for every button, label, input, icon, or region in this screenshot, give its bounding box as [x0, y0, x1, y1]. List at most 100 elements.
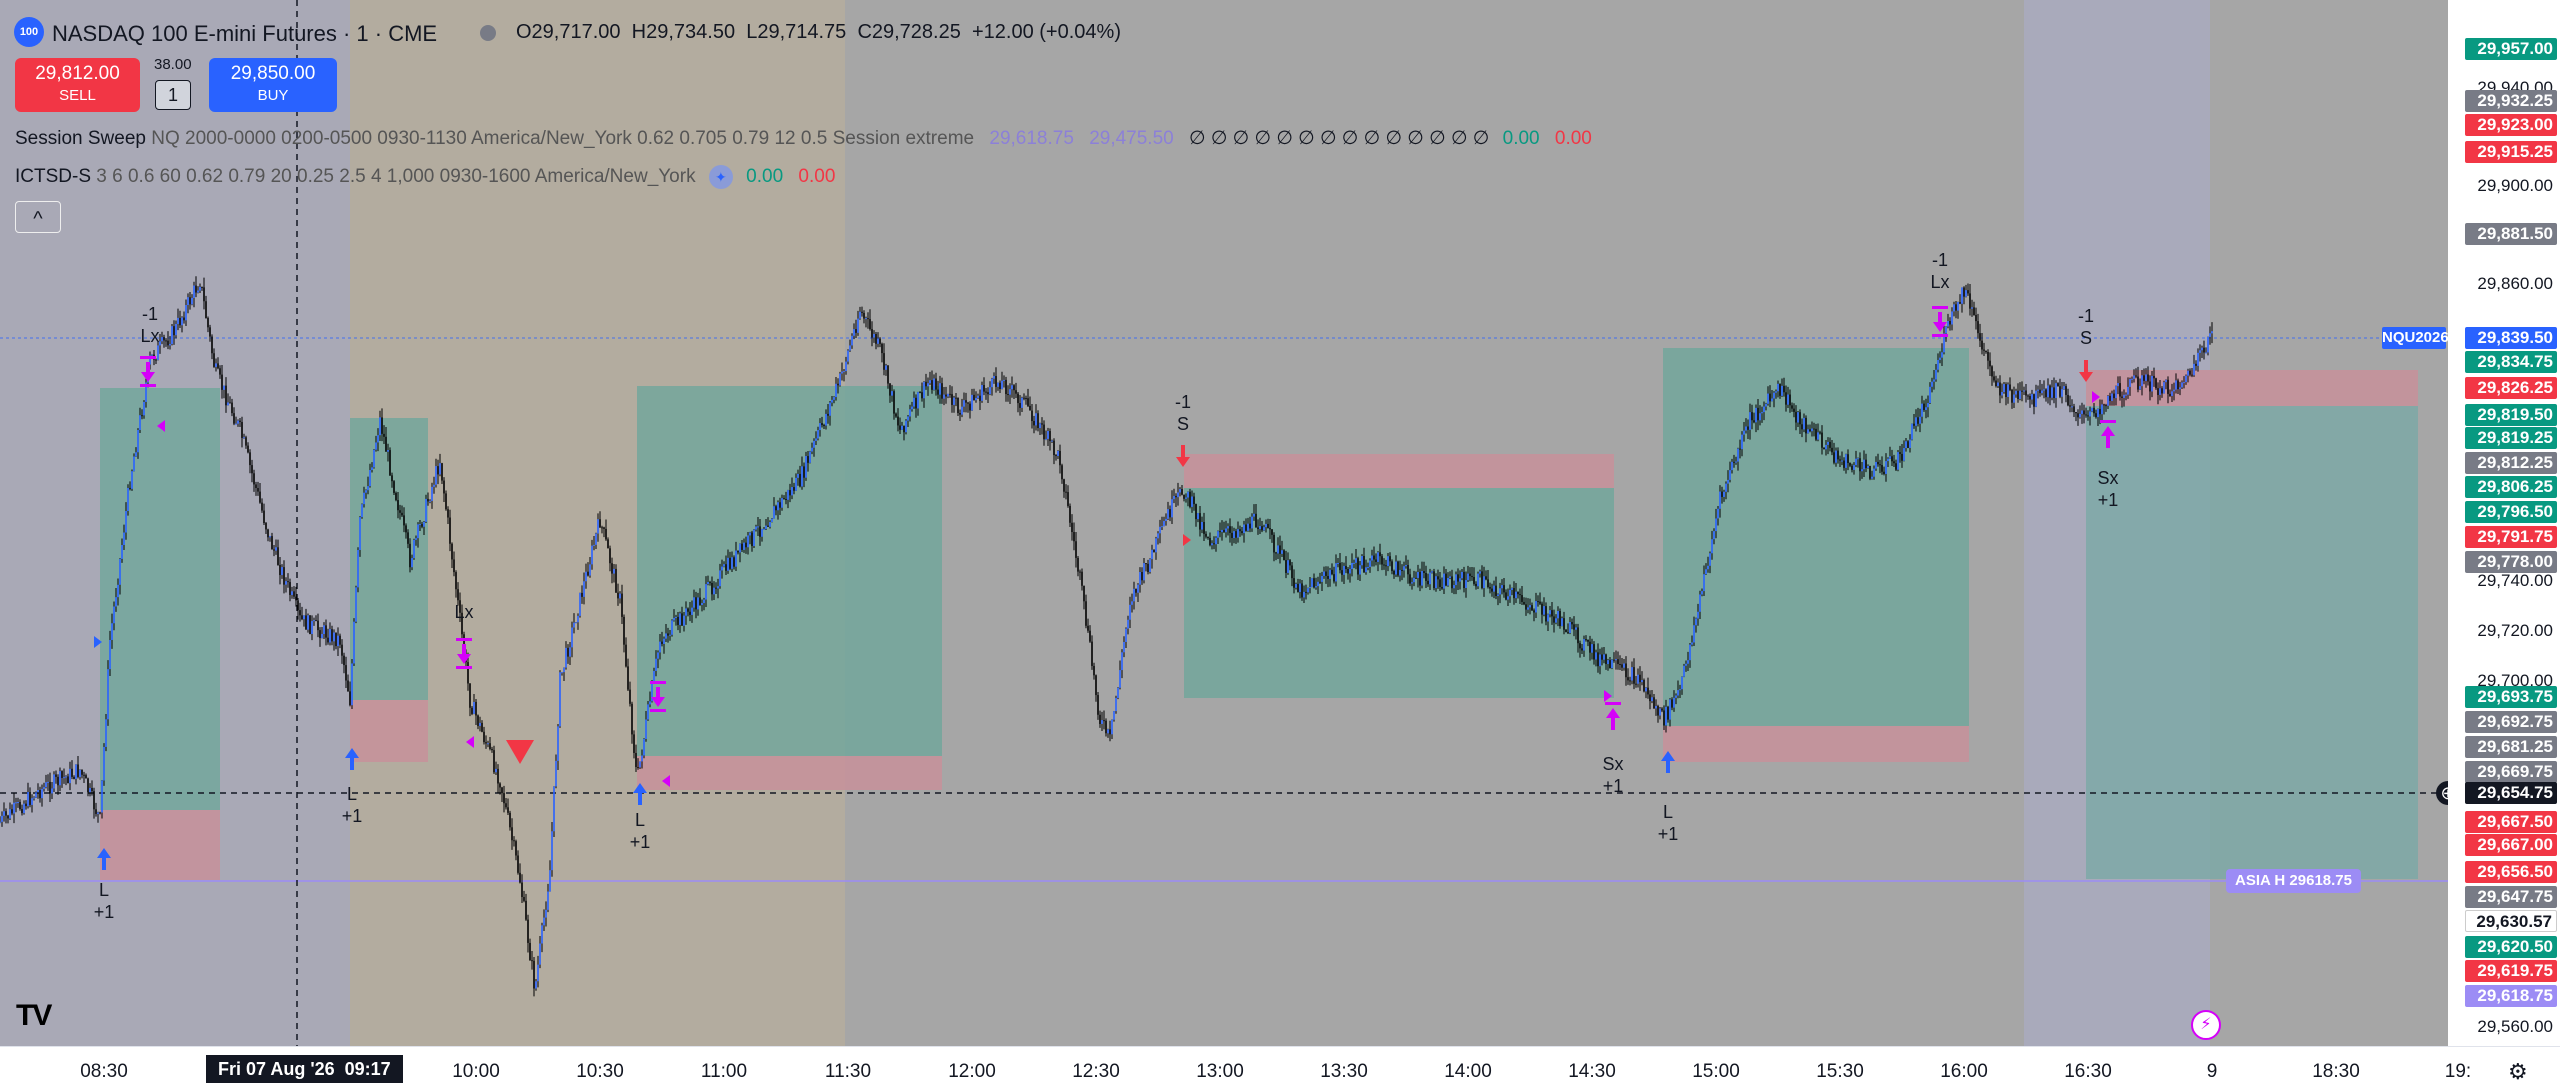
time-axis-label: 14:30: [1568, 1061, 1616, 1082]
settings-icon[interactable]: ⚙: [2508, 1059, 2528, 1084]
candle-body: [1131, 601, 1133, 605]
candle-body: [1141, 572, 1143, 581]
candle-body: [419, 524, 421, 526]
candle-body: [855, 329, 857, 333]
indicator-settings-icon[interactable]: ✦: [708, 165, 733, 189]
candle-body: [1371, 555, 1373, 561]
candle-body: [1621, 664, 1623, 668]
candle-body: [1213, 543, 1215, 545]
candle-body: [947, 393, 949, 397]
lightning-icon[interactable]: ⚡: [2191, 1010, 2221, 1040]
marker-l-2-label: +1: [93, 902, 115, 922]
candle-body: [1301, 583, 1303, 598]
chart-area[interactable]: 100 NASDAQ 100 E-mini Futures · 1 · CME …: [0, 0, 2552, 1046]
marker-sx-1-label: +1: [1602, 776, 1624, 796]
collapse-indicators-button[interactable]: ^: [15, 201, 61, 233]
candle-body: [2203, 347, 2205, 353]
candle-body: [739, 543, 741, 553]
candle-body: [1551, 610, 1553, 617]
symbol-logo[interactable]: 100: [14, 17, 44, 47]
candle-body: [1299, 583, 1301, 592]
candle-body: [473, 701, 475, 714]
candle-body: [187, 297, 189, 306]
candle-body: [1203, 521, 1205, 534]
candle-body: [1291, 565, 1293, 579]
trade-arrow-icon: [1932, 306, 1948, 337]
sell-button[interactable]: 29,812.00 SELL: [15, 58, 140, 112]
price-axis-label: 29,834.75: [2465, 351, 2557, 373]
candle-body: [1409, 574, 1411, 584]
candle-body: [241, 422, 243, 438]
candle-body: [2197, 352, 2199, 366]
candle-body: [1521, 595, 1523, 602]
candle-body: [1717, 508, 1719, 519]
candle-body: [1813, 428, 1815, 430]
candle-body: [1977, 321, 1979, 334]
symbol-title[interactable]: NASDAQ 100 E-mini Futures · 1 · CME: [52, 21, 438, 46]
candle-body: [1661, 708, 1663, 711]
candle-body: [869, 319, 871, 330]
market-status-dot[interactable]: [480, 25, 496, 41]
candle-body: [1737, 448, 1739, 462]
candle-body: [1557, 610, 1559, 619]
candle-body: [1731, 461, 1733, 471]
candle-body: [1147, 563, 1149, 573]
candle-body: [1703, 574, 1705, 592]
candle-body: [497, 768, 499, 784]
quantity-input[interactable]: 1: [155, 80, 191, 110]
candle-body: [555, 760, 557, 787]
candle-body: [39, 790, 41, 799]
candle-body: [137, 430, 139, 453]
tradingview-logo[interactable]: TV: [16, 999, 52, 1032]
candle-body: [613, 568, 615, 574]
ohlc-high: H29,734.50: [631, 21, 736, 43]
candle-body: [27, 792, 29, 807]
candle-body: [1463, 571, 1465, 589]
candle-body: [2173, 389, 2175, 392]
candle-body: [159, 341, 161, 346]
candle-body: [785, 498, 787, 500]
candle-body: [69, 768, 71, 784]
trade-arrow-icon: [97, 848, 111, 870]
candle-body: [1899, 452, 1901, 454]
chart-canvas[interactable]: [0, 0, 2448, 1046]
candle-body: [1155, 538, 1157, 553]
candle-body: [741, 543, 743, 550]
candle-body: [1571, 621, 1573, 625]
indicator-ictsd[interactable]: ICTSD-S 3 6 0.6 60 0.62 0.79 20 0.25 2.5…: [15, 165, 835, 189]
candle-body: [1877, 461, 1879, 465]
candle-body: [1417, 572, 1419, 578]
candle-body: [283, 567, 285, 585]
candle-body: [1317, 581, 1319, 587]
candle-body: [1659, 708, 1661, 716]
candle-body: [1303, 591, 1305, 598]
candle-body: [1625, 663, 1627, 678]
candle-body: [609, 548, 611, 564]
candle-body: [1179, 489, 1181, 493]
candle-body: [397, 500, 399, 511]
candle-body: [235, 423, 237, 425]
candle-body: [427, 498, 429, 502]
candle-body: [225, 385, 227, 406]
candle-body: [999, 382, 1001, 389]
indicator-session-sweep[interactable]: Session Sweep NQ 2000-0000 0200-0500 093…: [15, 127, 1592, 150]
time-axis-label: 13:00: [1196, 1061, 1244, 1082]
candle-body: [629, 689, 631, 704]
candle-body: [355, 587, 357, 622]
candle-body: [1283, 550, 1285, 561]
candle-body: [1559, 610, 1561, 627]
candle-body: [1903, 448, 1905, 461]
candle-body: [185, 305, 187, 321]
candle-body: [2017, 390, 2019, 400]
time-axis[interactable]: Fri 07 Aug '26 09:17 ⚙ 08:30 10:00 10:30 11…: [0, 1046, 2560, 1091]
candle-body: [33, 797, 35, 799]
candle-body: [1831, 447, 1833, 453]
candle-body: [305, 615, 307, 630]
candle-body: [1023, 397, 1025, 399]
candle-body: [1701, 591, 1703, 595]
candle-body: [1423, 571, 1425, 573]
candle-body: [577, 615, 579, 623]
candle-body: [2133, 375, 2135, 379]
buy-button[interactable]: 29,850.00 BUY: [209, 58, 337, 112]
price-axis[interactable]: 29,957.00 29,940.00 29,932.25 29,923.00 29,9…: [2448, 0, 2560, 1046]
